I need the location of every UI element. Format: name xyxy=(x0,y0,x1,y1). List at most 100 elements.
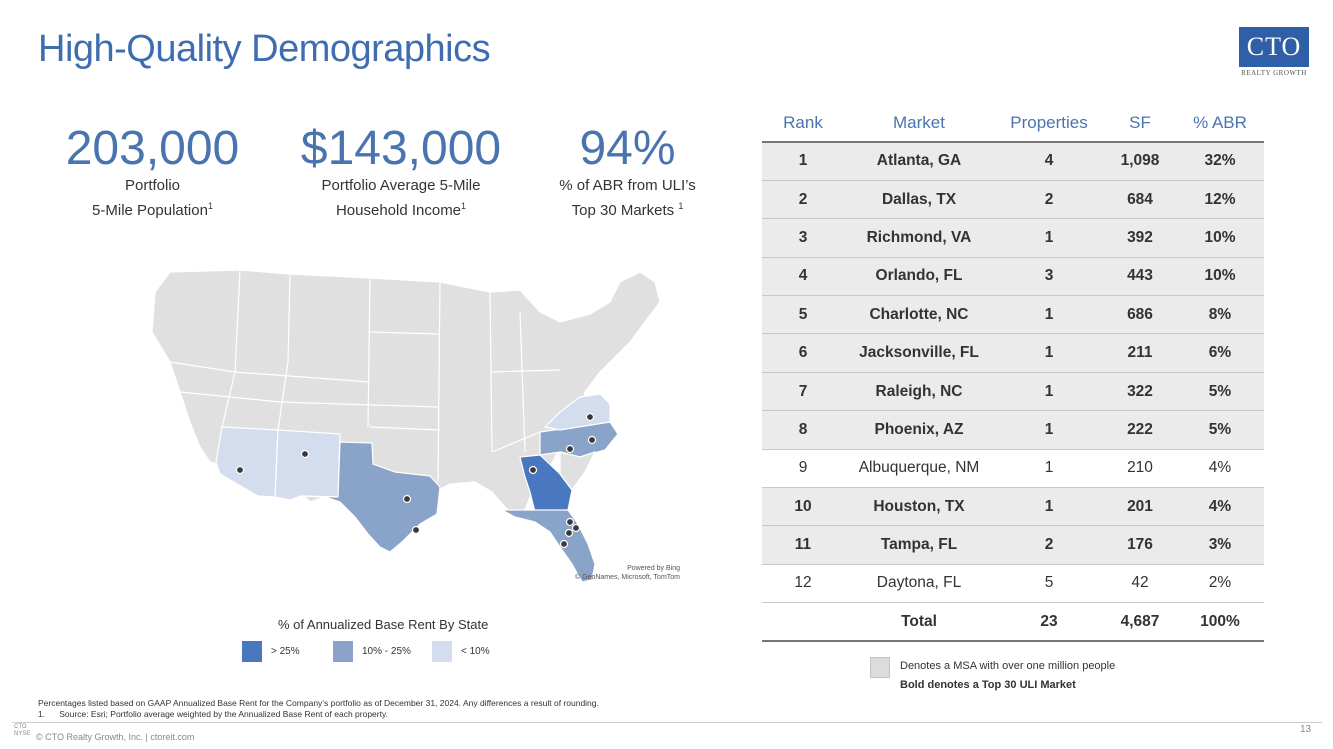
table-row: 11 Tampa, FL 2 176 3% xyxy=(762,525,1264,565)
cell-rank: 12 xyxy=(762,564,844,604)
marker-phoenix xyxy=(235,465,245,475)
col-properties: Properties xyxy=(994,104,1104,143)
cell-rank: 10 xyxy=(762,487,844,527)
cell-market: Albuquerque, NM xyxy=(844,449,994,489)
cell-sf: 322 xyxy=(1104,372,1176,412)
cell-properties: 1 xyxy=(994,487,1104,527)
total-rank xyxy=(762,602,844,643)
cell-abr: 6% xyxy=(1176,333,1264,373)
col-market: Market xyxy=(844,104,994,143)
cell-rank: 6 xyxy=(762,333,844,373)
total-label: Total xyxy=(844,602,994,643)
cell-rank: 1 xyxy=(762,142,844,181)
cell-rank: 8 xyxy=(762,410,844,450)
table-row: 8 Phoenix, AZ 1 222 5% xyxy=(762,410,1264,450)
table-row: 7 Raleigh, NC 1 322 5% xyxy=(762,372,1264,412)
cell-market: Raleigh, NC xyxy=(844,372,994,412)
cell-properties: 2 xyxy=(994,525,1104,565)
marker-albuquerque xyxy=(300,449,310,459)
table-row: 2 Dallas, TX 2 684 12% xyxy=(762,180,1264,220)
cell-properties: 1 xyxy=(994,333,1104,373)
state-florida xyxy=(501,509,596,583)
footer-exchange-mark: CTO NYSE xyxy=(14,724,31,737)
legend-item-low: < 10% xyxy=(432,641,490,662)
page-number: 13 xyxy=(1300,724,1312,735)
table-row: 3 Richmond, VA 1 392 10% xyxy=(762,218,1264,258)
footnote-2: 1. Source: Esri; Portfolio average weigh… xyxy=(38,709,388,719)
cell-sf: 211 xyxy=(1104,333,1176,373)
state-new-mexico xyxy=(274,429,341,501)
cell-sf: 176 xyxy=(1104,525,1176,565)
cell-properties: 5 xyxy=(994,564,1104,604)
cell-sf: 210 xyxy=(1104,449,1176,489)
cell-properties: 1 xyxy=(994,295,1104,335)
stat-label-line2: Top 30 Markets 1 xyxy=(571,201,684,219)
table-row: 6 Jacksonville, FL 1 211 6% xyxy=(762,333,1264,373)
stat-population: 203,000 Portfolio 5-Mile Population1 xyxy=(50,122,255,221)
cell-sf: 201 xyxy=(1104,487,1176,527)
cell-abr: 3% xyxy=(1176,525,1264,565)
msa-note: Denotes a MSA with over one million peop… xyxy=(900,660,1116,672)
col-abr: % ABR xyxy=(1176,104,1264,143)
stat-income: $143,000 Portfolio Average 5-Mile Househ… xyxy=(285,122,517,221)
table-header-row: Rank Market Properties SF % ABR xyxy=(762,104,1264,143)
cell-rank: 5 xyxy=(762,295,844,335)
stat-value: $143,000 xyxy=(300,122,502,175)
cell-abr: 8% xyxy=(1176,295,1264,335)
cell-market: Atlanta, GA xyxy=(844,142,994,181)
cell-market: Dallas, TX xyxy=(844,180,994,220)
cell-abr: 10% xyxy=(1176,257,1264,297)
cell-sf: 443 xyxy=(1104,257,1176,297)
cell-abr: 10% xyxy=(1176,218,1264,258)
cell-rank: 7 xyxy=(762,372,844,412)
cell-properties: 1 xyxy=(994,372,1104,412)
us-state-map xyxy=(140,252,685,592)
cell-properties: 4 xyxy=(994,142,1104,181)
logo-mark: CTO xyxy=(1239,27,1309,67)
table-row: 9 Albuquerque, NM 1 210 4% xyxy=(762,449,1264,489)
cell-abr: 2% xyxy=(1176,564,1264,604)
marker-richmond xyxy=(585,412,595,422)
cell-rank: 11 xyxy=(762,525,844,565)
cell-rank: 4 xyxy=(762,257,844,297)
cell-abr: 12% xyxy=(1176,180,1264,220)
cell-sf: 686 xyxy=(1104,295,1176,335)
logo-subtitle: REALTY GROWTH xyxy=(1241,69,1307,77)
legend-item-high: > 25% xyxy=(242,641,300,662)
table-total-row: Total 23 4,687 100% xyxy=(762,602,1264,643)
marker-raleigh xyxy=(587,435,597,445)
footer-divider xyxy=(12,722,1322,723)
market-rank-table: Rank Market Properties SF % ABR 1 Atlanta… xyxy=(762,104,1264,643)
marker-tampa xyxy=(559,539,569,549)
state-borders xyxy=(169,269,561,483)
cell-market: Phoenix, AZ xyxy=(844,410,994,450)
page-title: High-Quality Demographics xyxy=(38,28,491,70)
cell-rank: 3 xyxy=(762,218,844,258)
cell-sf: 684 xyxy=(1104,180,1176,220)
msa-swatch xyxy=(870,657,890,678)
marker-orlando xyxy=(564,528,574,538)
cell-market: Richmond, VA xyxy=(844,218,994,258)
col-sf: SF xyxy=(1104,104,1176,143)
legend-swatch xyxy=(333,641,353,662)
cell-sf: 222 xyxy=(1104,410,1176,450)
marker-dallas xyxy=(402,494,412,504)
stat-value: 203,000 xyxy=(65,122,240,175)
cell-rank: 9 xyxy=(762,449,844,489)
marker-atlanta xyxy=(528,465,538,475)
legend-item-mid: 10% - 25% xyxy=(333,641,411,662)
marker-daytona xyxy=(571,523,581,533)
cell-market: Daytona, FL xyxy=(844,564,994,604)
footer-copyright: © CTO Realty Growth, Inc. | ctoreit.com xyxy=(36,732,195,742)
cell-properties: 1 xyxy=(994,218,1104,258)
total-sf: 4,687 xyxy=(1104,602,1176,643)
marker-houston xyxy=(411,525,421,535)
stat-abr: 94% % of ABR from ULI’s Top 30 Markets 1 xyxy=(540,122,715,221)
uli-note: Bold denotes a Top 30 ULI Market xyxy=(900,679,1076,691)
cell-abr: 4% xyxy=(1176,449,1264,489)
total-properties: 23 xyxy=(994,602,1104,643)
cell-rank: 2 xyxy=(762,180,844,220)
cell-sf: 1,098 xyxy=(1104,142,1176,181)
legend-title: % of Annualized Base Rent By State xyxy=(278,617,489,632)
cell-market: Orlando, FL xyxy=(844,257,994,297)
